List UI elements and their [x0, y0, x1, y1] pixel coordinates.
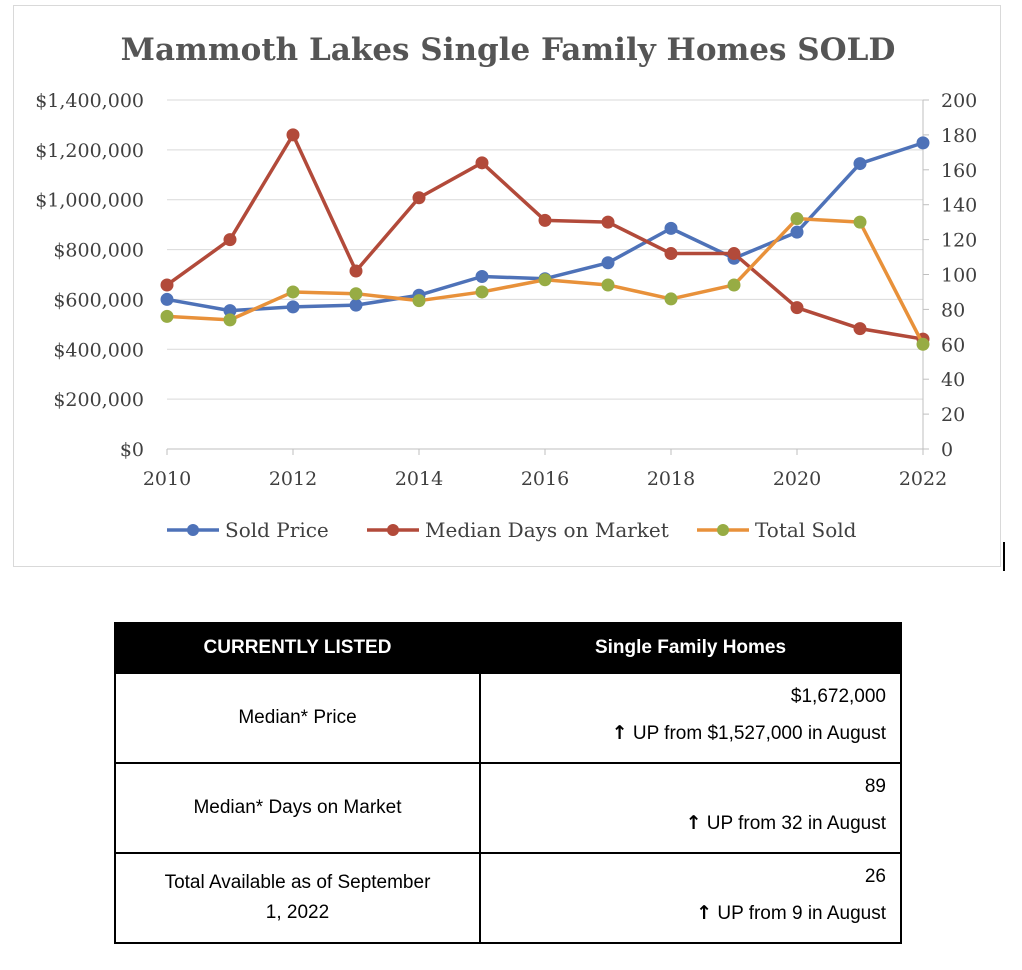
row-label: Median* Days on Market [114, 762, 481, 854]
data-point [853, 157, 867, 171]
data-point [349, 287, 363, 301]
data-point [412, 294, 426, 308]
data-point [790, 212, 804, 226]
table-row: Median* Days on Market 89 ↑ UP from 32 i… [114, 762, 902, 854]
legend-swatch-marker [387, 524, 399, 536]
row-change-text: UP from $1,527,000 in August [632, 723, 886, 744]
x-tick-label: 2010 [143, 468, 191, 490]
y-right-tick-label: 200 [941, 90, 977, 112]
data-point [664, 292, 678, 306]
row-value: 89 [864, 776, 886, 797]
y-left-tick-label: $0 [120, 439, 144, 461]
row-value-cell: 89 ↑ UP from 32 in August [479, 762, 902, 854]
chart-title: Mammoth Lakes Single Family Homes SOLD [121, 32, 896, 68]
row-value-cell: $1,672,000 ↑ UP from $1,527,000 in Augus… [479, 672, 902, 764]
x-tick-label: 2016 [521, 468, 569, 490]
row-value: $1,672,000 [790, 686, 886, 707]
x-tick-label: 2022 [899, 468, 947, 490]
data-point [538, 273, 552, 287]
table-row: Median* Price $1,672,000 ↑ UP from $1,52… [114, 672, 902, 764]
data-point [475, 269, 489, 283]
data-point [286, 285, 300, 299]
x-tick-label: 2020 [773, 468, 821, 490]
data-point [223, 313, 237, 327]
row-change: ↑ UP from 32 in August [491, 810, 886, 837]
row-label: Total Available as of September 1, 2022 [114, 852, 481, 944]
x-tick-label: 2014 [395, 468, 443, 490]
data-point [727, 247, 741, 261]
y-right-tick-label: 0 [941, 439, 953, 461]
data-point [349, 298, 363, 312]
y-right-tick-label: 160 [941, 160, 977, 182]
row-change: ↑ UP from $1,527,000 in August [491, 720, 886, 747]
data-point [601, 256, 615, 270]
data-point [916, 337, 930, 351]
x-tick-label: 2018 [647, 468, 695, 490]
listing-stats-table: CURRENTLY LISTED Single Family Homes Med… [114, 622, 902, 944]
data-point [160, 309, 174, 323]
up-arrow-icon: ↑ [696, 902, 713, 924]
y-right-tick-label: 180 [941, 125, 977, 147]
table-row: Total Available as of September 1, 2022 … [114, 852, 902, 944]
legend: Sold Price Median Days on Market Total Sol… [167, 518, 857, 542]
data-point [412, 191, 426, 205]
line-chart: Mammoth Lakes Single Family Homes SOLD $… [35, 32, 977, 542]
series-lines [160, 128, 930, 351]
data-point [790, 301, 804, 315]
data-point [286, 300, 300, 314]
legend-label: Median Days on Market [425, 518, 669, 542]
legend-label: Total Sold [755, 518, 857, 542]
data-point [475, 285, 489, 299]
data-point [475, 156, 489, 170]
data-point [160, 292, 174, 306]
y-right-tick-label: 140 [941, 195, 977, 217]
up-arrow-icon: ↑ [611, 722, 628, 744]
data-point [601, 215, 615, 229]
data-point [727, 278, 741, 292]
y-left-tick-label: $1,200,000 [35, 140, 144, 162]
header-single-family-homes: Single Family Homes [479, 622, 902, 674]
legend-swatch-marker [187, 524, 199, 536]
x-tick-label: 2012 [269, 468, 317, 490]
data-point [790, 225, 804, 239]
y-right-tick-label: 20 [941, 404, 965, 426]
data-point [160, 278, 174, 292]
data-point [853, 322, 867, 336]
data-point [664, 247, 678, 261]
y-left-tick-label: $800,000 [53, 240, 144, 262]
axes: $0 $200,000 $400,000 $600,000 $800,000 $1,000… [35, 90, 977, 490]
gridlines [167, 99, 923, 400]
y-left-tick-label: $400,000 [53, 339, 144, 361]
data-point [538, 213, 552, 227]
up-arrow-icon: ↑ [685, 812, 702, 834]
table-header-row: CURRENTLY LISTED Single Family Homes [114, 622, 902, 674]
data-point [916, 136, 930, 150]
data-point [601, 278, 615, 292]
y-right-tick-label: 80 [941, 299, 965, 321]
y-right-tick-label: 100 [941, 265, 977, 287]
row-change: ↑ UP from 9 in August [491, 900, 886, 927]
y-left-tick-label: $1,000,000 [35, 190, 144, 212]
data-point [349, 264, 363, 278]
row-label: Median* Price [114, 672, 481, 764]
header-currently-listed: CURRENTLY LISTED [114, 622, 481, 674]
y-left-tick-label: $600,000 [53, 289, 144, 311]
text-cursor [1003, 542, 1005, 571]
chart-container: Mammoth Lakes Single Family Homes SOLD $… [13, 5, 1001, 567]
row-change-text: UP from 9 in August [717, 903, 886, 924]
y-right-tick-label: 120 [941, 230, 977, 252]
data-point [664, 221, 678, 235]
legend-label: Sold Price [225, 518, 329, 542]
data-point [223, 233, 237, 247]
row-change-text: UP from 32 in August [706, 813, 886, 834]
row-value-cell: 26 ↑ UP from 9 in August [479, 852, 902, 944]
y-right-tick-label: 60 [941, 334, 965, 356]
data-point [286, 128, 300, 142]
y-right-tick-label: 40 [941, 369, 965, 391]
y-left-tick-label: $200,000 [53, 389, 144, 411]
y-left-tick-label: $1,400,000 [35, 90, 144, 112]
legend-swatch-marker [717, 524, 729, 536]
data-point [853, 215, 867, 229]
row-value: 26 [864, 866, 886, 887]
